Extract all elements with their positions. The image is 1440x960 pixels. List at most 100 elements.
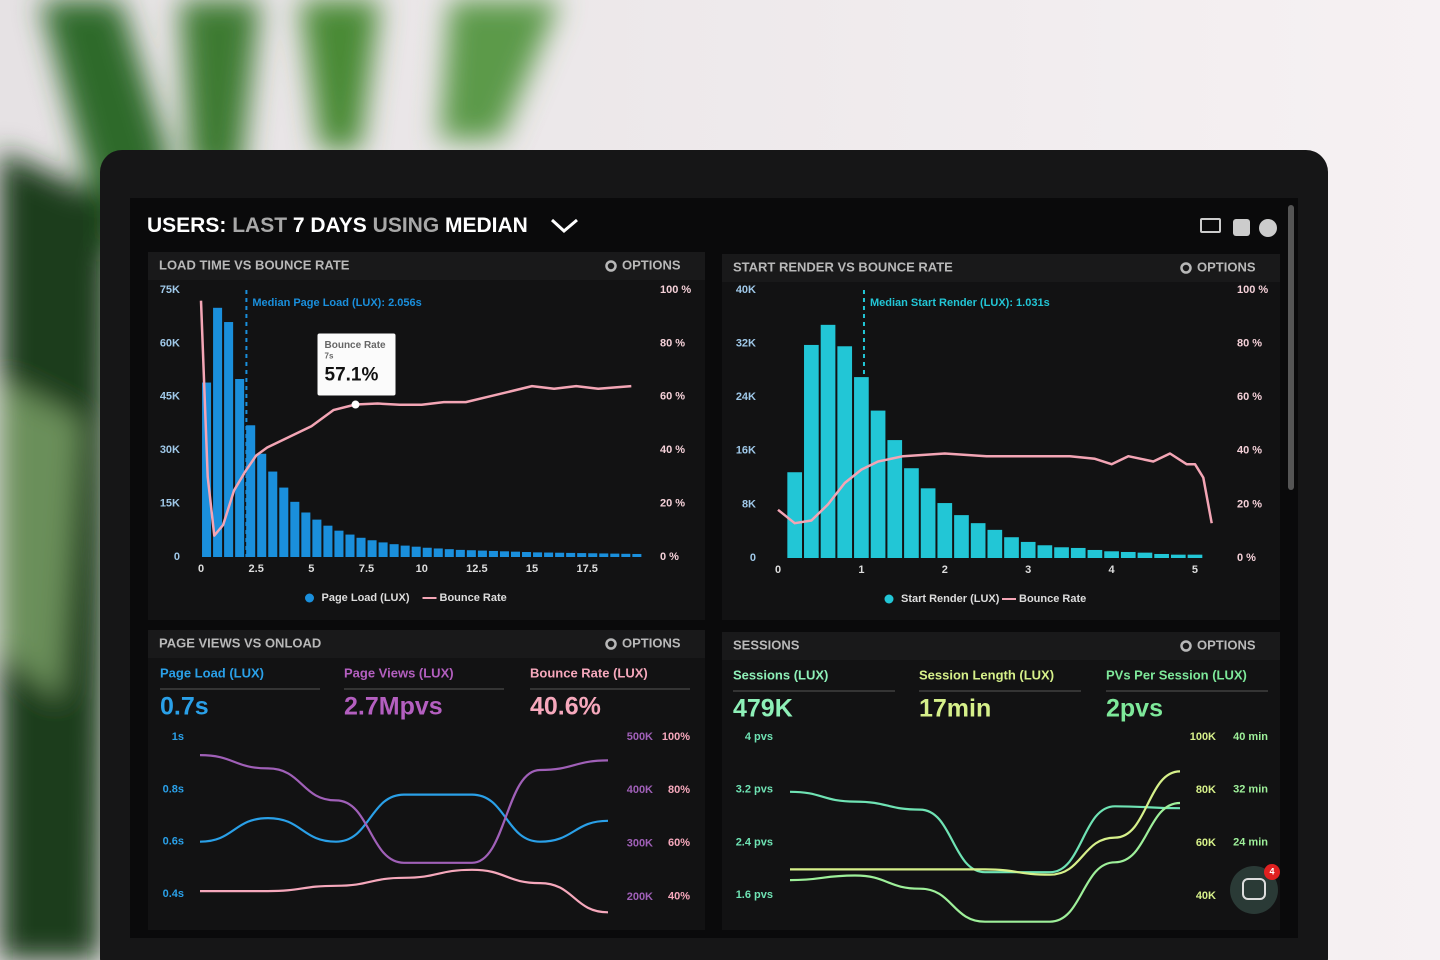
tooltip-x: 7s bbox=[325, 352, 334, 361]
y-tick-label: 80% bbox=[668, 784, 690, 796]
histogram-bar bbox=[411, 546, 421, 557]
kpi-value: 17min bbox=[919, 695, 991, 723]
y-tick-label: 20 % bbox=[660, 498, 685, 510]
monitor-icon[interactable] bbox=[1200, 218, 1221, 233]
options-icon bbox=[605, 638, 617, 650]
y-tick-label: 32K bbox=[736, 338, 756, 350]
x-tick-label: 3 bbox=[1025, 564, 1031, 576]
histogram-bar bbox=[610, 553, 620, 557]
x-tick-label: 15 bbox=[526, 563, 538, 575]
histogram-bar bbox=[837, 346, 853, 558]
y-tick-label: 100% bbox=[662, 731, 690, 743]
y-tick-label: 40 % bbox=[660, 444, 685, 456]
y-tick-label: 100 % bbox=[1237, 284, 1268, 296]
y-tick-label: 0 bbox=[750, 552, 756, 564]
histogram-bar bbox=[257, 453, 267, 557]
options-button[interactable]: OPTIONS bbox=[622, 635, 681, 650]
y-tick-label: 45K bbox=[160, 391, 180, 403]
histogram-bar bbox=[290, 501, 300, 557]
kpi-value: 2pvs bbox=[1106, 695, 1163, 723]
x-tick-label: 5 bbox=[308, 563, 314, 575]
bounce-line bbox=[777, 452, 1213, 525]
y-tick-label: 32 min bbox=[1233, 784, 1268, 796]
x-tick-label: 4 bbox=[1109, 564, 1116, 576]
histogram-bar bbox=[433, 548, 443, 557]
y-tick-label: 80K bbox=[1196, 784, 1216, 796]
share-icon[interactable] bbox=[1233, 219, 1250, 236]
histogram-bar bbox=[937, 503, 953, 558]
kpi-label: Session Length (LUX) bbox=[919, 667, 1054, 682]
series-line bbox=[199, 793, 609, 843]
histogram-bar bbox=[599, 553, 609, 557]
histogram-bar bbox=[1070, 547, 1086, 558]
y-tick-label: 0 bbox=[174, 551, 180, 563]
chat-button[interactable] bbox=[1230, 866, 1278, 914]
y-tick-label: 15K bbox=[160, 498, 180, 510]
title-part: USING bbox=[373, 214, 440, 237]
y-tick-label: 0 % bbox=[1237, 552, 1256, 564]
y-tick-label: 40K bbox=[1196, 890, 1216, 902]
y-tick-label: 0 % bbox=[660, 551, 679, 563]
y-tick-label: 100K bbox=[1190, 731, 1216, 743]
y-tick-label: 40 min bbox=[1233, 731, 1268, 743]
options-icon bbox=[1180, 640, 1192, 652]
panel-header bbox=[148, 630, 705, 658]
y-tick-label: 200K bbox=[627, 891, 653, 903]
panel-title: SESSIONS bbox=[733, 637, 800, 652]
histogram-bar bbox=[588, 553, 598, 557]
help-icon[interactable] bbox=[1259, 219, 1277, 237]
bounce-line bbox=[199, 300, 632, 537]
title-part: LAST bbox=[232, 214, 287, 237]
x-tick-label: 12.5 bbox=[466, 563, 487, 575]
histogram-bar bbox=[235, 379, 245, 557]
options-icon bbox=[1180, 262, 1192, 274]
legend-swatch bbox=[305, 593, 314, 603]
histogram-bar bbox=[904, 468, 919, 558]
panel-header bbox=[722, 632, 1280, 660]
kpi-label: Sessions (LUX) bbox=[733, 667, 828, 682]
histogram-bar bbox=[334, 530, 344, 557]
x-tick-label: 2 bbox=[942, 564, 948, 576]
tooltip bbox=[317, 333, 396, 396]
histogram-bar bbox=[510, 551, 521, 557]
panel-header bbox=[722, 254, 1280, 282]
options-button[interactable]: OPTIONS bbox=[1197, 637, 1256, 652]
median-annotation: Median Start Render (LUX): 1.031s bbox=[870, 297, 1050, 309]
histogram-bar bbox=[312, 519, 322, 557]
histogram-bar bbox=[1137, 552, 1153, 558]
options-button[interactable]: OPTIONS bbox=[1197, 259, 1256, 274]
histogram-bar bbox=[246, 425, 256, 557]
x-tick-label: 7.5 bbox=[359, 563, 374, 575]
y-tick-label: 4 pvs bbox=[745, 731, 773, 743]
y-tick-label: 400K bbox=[627, 784, 653, 796]
chat-icon bbox=[1242, 878, 1266, 900]
dropdown-icon[interactable] bbox=[550, 218, 578, 233]
histogram-bar bbox=[444, 549, 454, 557]
tooltip-value: 57.1% bbox=[325, 365, 379, 386]
x-tick-label: 0 bbox=[198, 563, 204, 575]
histogram-bar bbox=[279, 487, 289, 557]
histogram-bar bbox=[1170, 554, 1186, 558]
series-line bbox=[789, 801, 1181, 923]
kpi-label: Bounce Rate (LUX) bbox=[530, 665, 648, 680]
chat-badge-count: 4 bbox=[1269, 866, 1274, 876]
histogram-bar bbox=[1054, 547, 1069, 558]
histogram-bar bbox=[544, 552, 554, 557]
y-tick-label: 3.2 pvs bbox=[736, 784, 773, 796]
x-tick-label: 10 bbox=[416, 563, 428, 575]
title-part: 7 DAYS bbox=[293, 214, 367, 237]
histogram-bar bbox=[1154, 553, 1169, 558]
options-button[interactable]: OPTIONS bbox=[622, 257, 681, 272]
y-tick-label: 500K bbox=[627, 731, 653, 743]
histogram-bar bbox=[323, 525, 333, 557]
kpi-value: 2.7Mpvs bbox=[344, 693, 443, 721]
y-tick-label: 40% bbox=[668, 890, 690, 902]
panel-header bbox=[148, 252, 705, 280]
histogram-bar bbox=[870, 410, 886, 558]
histogram-bar bbox=[1037, 545, 1053, 558]
y-tick-label: 30K bbox=[160, 444, 180, 456]
histogram-bar bbox=[224, 322, 234, 557]
histogram-bar bbox=[1020, 541, 1036, 558]
x-tick-label: 0 bbox=[775, 564, 781, 576]
histogram-bar bbox=[389, 544, 399, 557]
